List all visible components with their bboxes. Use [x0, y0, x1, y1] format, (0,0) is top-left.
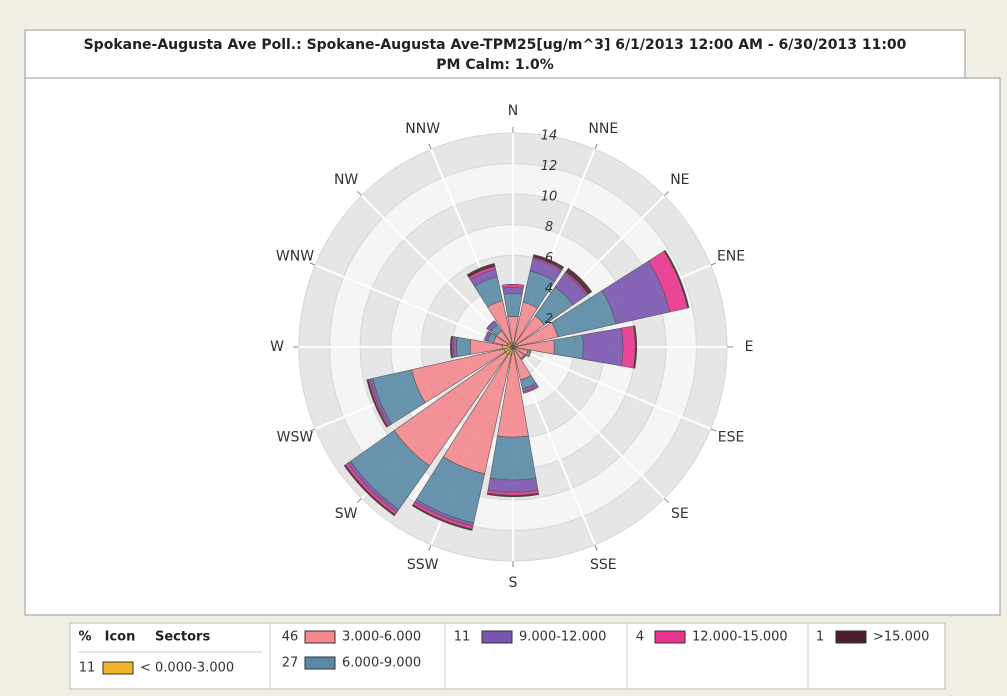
- direction-label: E: [745, 339, 754, 355]
- wedge-segment: [411, 504, 473, 531]
- spoke-tick: [594, 544, 598, 551]
- legend-label: 3.000-6.000: [342, 630, 421, 645]
- spoke-tick: [309, 262, 316, 266]
- rose: N NNE NE ENE E ESE SE SSE S SSW SW WSW W WNW NW NNW 2 4 6 8…: [270, 103, 753, 591]
- r-tick-label: 12: [541, 159, 558, 174]
- legend-swatch: [654, 630, 686, 644]
- chart-title: Spokane-Augusta Ave Poll.: Spokane-Augus…: [84, 37, 907, 53]
- r-tick-label: 4: [545, 281, 553, 296]
- legend-label: 6.000-9.000: [342, 656, 421, 671]
- spoke-tick: [428, 544, 432, 551]
- chart-subtitle: PM Calm: 1.0%: [436, 57, 553, 73]
- spoke-tick: [663, 191, 669, 197]
- legend-label: < 0.000-3.000: [140, 661, 234, 676]
- wedge-segment: [489, 435, 537, 481]
- wedge-segment: [484, 331, 489, 341]
- direction-label: SW: [335, 506, 358, 522]
- wedge-segment: [450, 335, 454, 359]
- wedge-segment: [663, 249, 690, 309]
- spoke-tick: [309, 428, 316, 432]
- direction-label: SE: [671, 506, 689, 522]
- wedge-segment: [456, 336, 472, 358]
- legend-percent: 11: [454, 630, 471, 645]
- spoke-tick: [357, 191, 363, 197]
- spoke-tick: [710, 262, 717, 266]
- r-tick-label: 6: [545, 251, 553, 266]
- wedge-segment: [581, 327, 624, 367]
- legend: % Icon Sectors 11 < 0.000-3.000 46 3.000-6.000…: [78, 630, 929, 676]
- legend-header: Icon: [105, 630, 136, 645]
- direction-label: NW: [334, 172, 358, 188]
- legend-header: Sectors: [155, 630, 210, 645]
- wedge-segment: [502, 287, 524, 295]
- wedge-segment: [486, 320, 495, 329]
- legend-percent: 11: [79, 661, 96, 676]
- legend-percent: 1: [816, 630, 824, 645]
- legend-header: %: [78, 630, 91, 645]
- spoke-tick: [710, 428, 717, 432]
- legend-label: >15.000: [873, 630, 929, 645]
- direction-label: ENE: [717, 249, 745, 265]
- spoke-tick: [663, 497, 669, 503]
- r-tick-label: 14: [541, 129, 558, 144]
- direction-label: W: [270, 339, 284, 355]
- legend-swatch: [835, 630, 867, 644]
- spoke: [512, 346, 717, 433]
- legend-percent: 46: [282, 630, 299, 645]
- wedge-segment: [466, 263, 496, 278]
- spoke-tick: [357, 497, 363, 503]
- wedge-segment: [366, 378, 389, 428]
- direction-label: SSW: [407, 557, 439, 573]
- wedge-segment: [633, 325, 638, 369]
- direction-label: NNW: [405, 121, 440, 137]
- legend-swatch: [304, 656, 336, 670]
- wedge-segment: [621, 325, 636, 369]
- legend-swatch: [102, 661, 134, 675]
- wedge-segment: [343, 464, 396, 517]
- wedge-segment: [532, 254, 565, 270]
- direction-label: ESE: [718, 429, 745, 445]
- wedge-segment: [523, 386, 539, 394]
- spoke-tick: [594, 143, 598, 150]
- direction-label: N: [508, 103, 518, 119]
- r-tick-label: 10: [541, 190, 558, 205]
- spoke: [512, 346, 670, 504]
- legend-swatch: [304, 630, 336, 644]
- direction-label: S: [509, 575, 518, 591]
- direction-label: WNW: [276, 249, 314, 265]
- legend-label: 9.000-12.000: [519, 630, 606, 645]
- r-tick-label: 2: [545, 312, 553, 327]
- wedge-segment: [486, 492, 540, 498]
- legend-percent: 4: [636, 630, 644, 645]
- spoke-tick: [428, 143, 432, 150]
- direction-label: WSW: [277, 429, 314, 445]
- spoke: [309, 261, 514, 348]
- legend-label: 12.000-15.000: [692, 630, 788, 645]
- direction-label: NNE: [588, 121, 618, 137]
- legend-swatch: [481, 630, 513, 644]
- legend-percent: 27: [282, 656, 299, 671]
- title-box: [24, 29, 966, 79]
- spoke: [356, 190, 514, 348]
- r-tick-label: 8: [545, 220, 553, 235]
- wedge-segment: [487, 477, 539, 493]
- direction-label: SSE: [590, 557, 617, 573]
- wedge-segment: [565, 267, 593, 295]
- direction-label: NE: [670, 172, 689, 188]
